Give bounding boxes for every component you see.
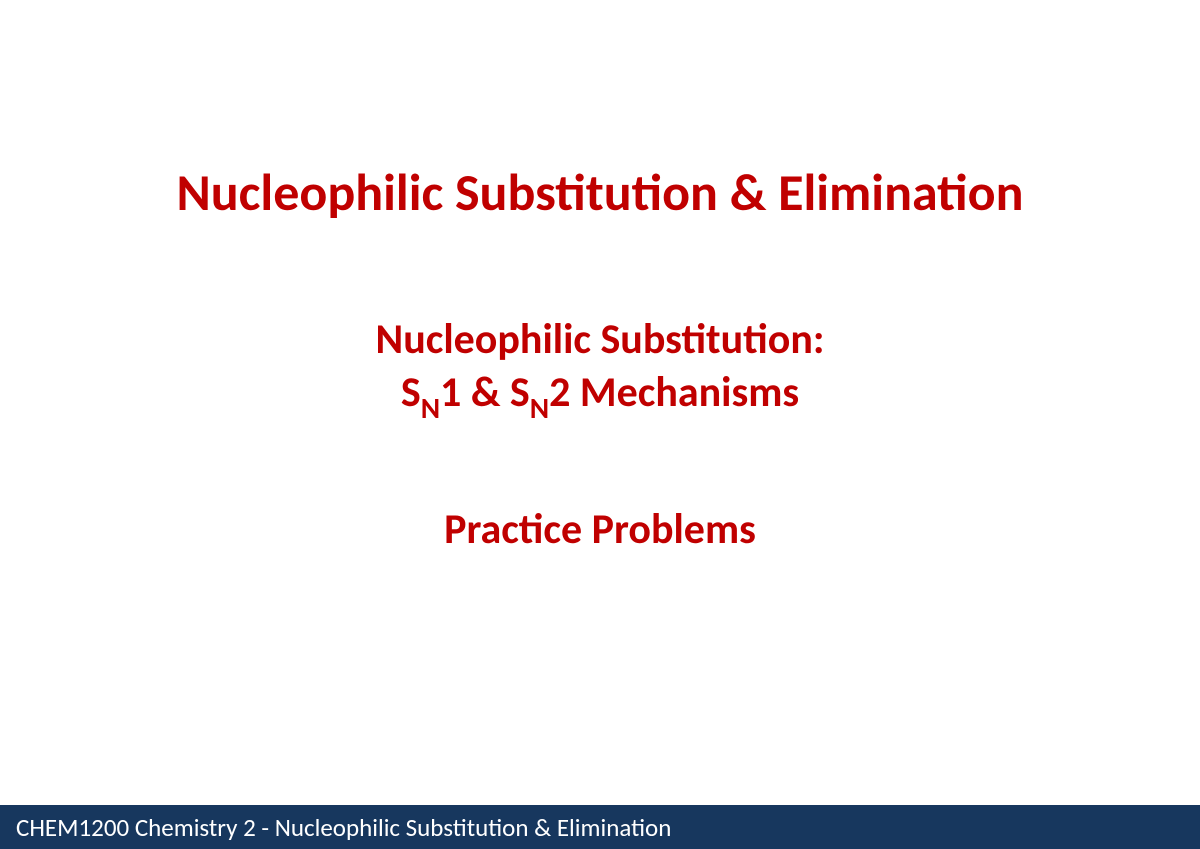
subtitle-text-prefix: S: [401, 367, 421, 418]
subscript-n-1: N: [421, 390, 440, 426]
subtitle-text-suffix: 2 Mechanisms: [549, 367, 799, 418]
footer-bar: CHEM1200 Chemistry 2 - Nucleophilic Subs…: [0, 805, 1200, 849]
subtitle-block: Nucleophilic Substitution: SN1 & SN2 Mec…: [0, 314, 1200, 424]
footer-text: CHEM1200 Chemistry 2 - Nucleophilic Subs…: [16, 812, 671, 843]
subtitle-line-1: Nucleophilic Substitution:: [0, 314, 1200, 367]
main-title: Nucleophilic Substitution & Elimination: [0, 160, 1200, 224]
subscript-n-2: N: [530, 390, 549, 426]
slide-body: Nucleophilic Substitution & Elimination …: [0, 0, 1200, 555]
subtitle-line-2: SN1 & SN2 Mechanisms: [0, 367, 1200, 424]
subtitle-text-mid: 1 & S: [440, 367, 530, 418]
practice-problems-label: Practice Problems: [0, 504, 1200, 555]
